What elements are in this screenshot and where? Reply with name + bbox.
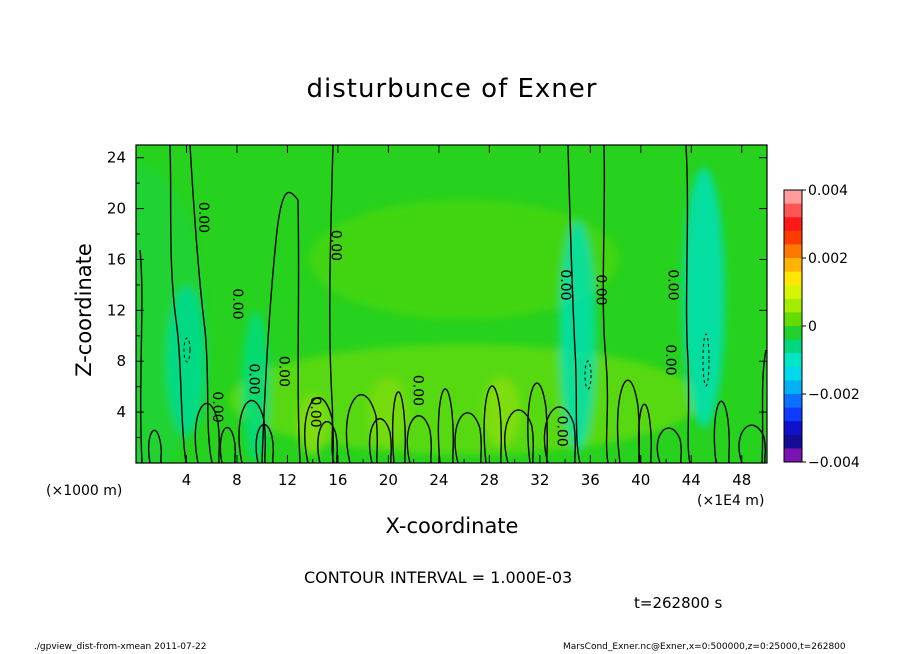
x-tick-label: 44 [682, 471, 701, 489]
y-tick-label: 24 [107, 149, 126, 167]
contour-label: 0.00 [276, 356, 292, 387]
colorbar-swatch [784, 448, 802, 463]
contour-label: 0.00 [327, 230, 343, 261]
plot-area [136, 145, 767, 463]
contour-label: 0.00 [229, 288, 245, 319]
x-axis: 4 8 12 16 20 24 28 32 36 40 44 48 [160, 145, 751, 489]
y-tick-label: 16 [107, 250, 126, 268]
x-tick-label: 4 [182, 471, 192, 489]
x-tick-label: 48 [732, 471, 751, 489]
y-tick-label: 20 [107, 200, 126, 218]
colorbar: 0.004 0.002 0 −0.002 −0.004 [783, 183, 860, 471]
x-unit-right: (×1E4 m) [697, 493, 765, 509]
contour-label: 0.00 [664, 269, 680, 300]
contour-lines [139, 145, 767, 463]
x-tick-label: 8 [232, 471, 242, 489]
x-tick-label: 40 [631, 471, 650, 489]
colorbar-swatch [784, 407, 802, 422]
colorbar-swatch [784, 217, 802, 232]
x-tick-label: 28 [480, 471, 499, 489]
contour-label: 0.00 [592, 274, 608, 305]
y-tick-label: 4 [116, 403, 126, 421]
colorbar-tick-label: 0.004 [808, 183, 848, 199]
colorbar-swatch [784, 421, 802, 436]
contour-label: 0.00 [553, 416, 569, 447]
colorbar-swatch [784, 366, 802, 381]
y-tick-label: 8 [116, 352, 126, 370]
x-tick-label: 20 [379, 471, 398, 489]
colorbar-swatch [784, 244, 802, 259]
contour-label: 0.00 [245, 363, 261, 394]
colorbar-swatch [784, 394, 802, 409]
contour-label: 0.00 [209, 391, 225, 422]
colorbar-swatch [784, 353, 802, 368]
colorbar-tick-label: −0.002 [808, 387, 860, 403]
contour-labels: 0.00 0.00 0.00 0.00 0.00 0.00 0.00 0.00 0.00 0.00… [195, 202, 680, 447]
contour-label: 0.00 [307, 397, 323, 428]
colorbar-swatch [784, 285, 802, 300]
chart-title: disturbunce of Exner [306, 74, 598, 104]
x-tick-label: 36 [581, 471, 600, 489]
contour-label: 0.00 [662, 344, 678, 375]
colorbar-swatch [784, 190, 802, 205]
colorbar-swatch [784, 258, 802, 273]
y-tick-label: 12 [107, 301, 126, 319]
x-tick-label: 16 [328, 471, 347, 489]
x-tick-label: 12 [278, 471, 297, 489]
colorbar-tick-label: 0 [808, 319, 817, 335]
y-axis: 4 8 12 16 20 24 [107, 149, 767, 439]
x-tick-label: 24 [429, 471, 448, 489]
colorbar-swatch [784, 339, 802, 354]
contour-label: 0.00 [195, 202, 211, 233]
colorbar-tick-label: −0.004 [808, 455, 860, 471]
footer-data-source: MarsCond_Exner.nc@Exner,x=0:500000,z=0:2… [563, 642, 846, 652]
contour-label: 0.00 [557, 269, 573, 300]
colorbar-swatch [784, 434, 802, 449]
y-axis-label: Z-coordinate [72, 243, 96, 377]
colorbar-swatch [784, 203, 802, 218]
colorbar-swatch [784, 326, 802, 341]
x-unit-left: (×1000 m) [46, 483, 123, 499]
plot-frame [135, 144, 768, 464]
colorbar-swatch [784, 312, 802, 327]
x-axis-label: X-coordinate [385, 514, 519, 538]
colorbar-tick-label: 0.002 [808, 251, 848, 267]
colorbar-swatch [784, 298, 802, 313]
colorbar-swatch [784, 230, 802, 245]
contour-label: 0.00 [409, 375, 425, 406]
footer-script-info: ./gpview_dist-from-xmean 2011-07-22 [34, 642, 207, 652]
colorbar-swatch [784, 380, 802, 395]
x-tick-label: 32 [530, 471, 549, 489]
colorbar-swatch [784, 271, 802, 286]
contour-interval-label: CONTOUR INTERVAL = 1.000E-03 [304, 568, 573, 587]
time-label: t=262800 s [634, 594, 723, 612]
